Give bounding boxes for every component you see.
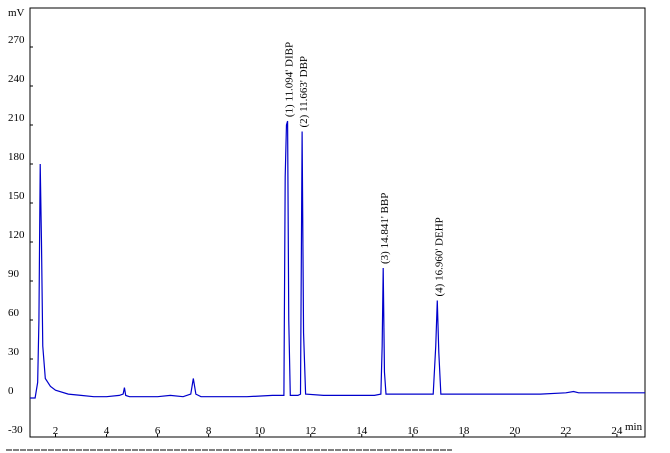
trace <box>30 120 645 399</box>
y-tick-label: 210 <box>8 112 25 124</box>
y-axis-label: mV <box>8 7 25 19</box>
x-tick-label: 10 <box>254 425 266 437</box>
peak-annotation: (1) 11.094' DIBP <box>284 42 296 117</box>
y-tick-label: 180 <box>8 151 25 163</box>
x-tick-label: 2 <box>53 425 59 437</box>
y-tick-label: 270 <box>8 34 25 46</box>
x-tick-label: 24 <box>611 425 623 437</box>
x-tick-label: 6 <box>155 425 161 437</box>
y-tick-label: 90 <box>8 268 20 280</box>
peak-annotation: (4) 16.960' DEHP <box>433 217 445 296</box>
y-tick-label: -30 <box>8 424 23 436</box>
peak-annotation: (3) 14.841' BBP <box>379 193 391 264</box>
x-tick-label: 18 <box>458 425 470 437</box>
peak-annotation: (2) 11.663' DBP <box>298 56 310 128</box>
x-tick-label: 16 <box>407 425 419 437</box>
x-tick-label: 14 <box>356 425 368 437</box>
y-tick-label: 60 <box>8 307 20 319</box>
x-tick-label: 4 <box>104 425 110 437</box>
x-axis-label: min <box>625 421 643 433</box>
y-tick-label: 240 <box>8 73 25 85</box>
y-tick-label: 30 <box>8 346 20 358</box>
y-tick-label: 150 <box>8 190 25 202</box>
x-tick-label: 12 <box>305 425 316 437</box>
y-tick-label: 0 <box>8 385 14 397</box>
x-tick-label: 20 <box>509 425 521 437</box>
x-tick-label: 8 <box>206 425 212 437</box>
plot-frame <box>29 7 646 438</box>
x-tick-label: 22 <box>560 425 571 437</box>
y-tick-label: 120 <box>8 229 25 241</box>
